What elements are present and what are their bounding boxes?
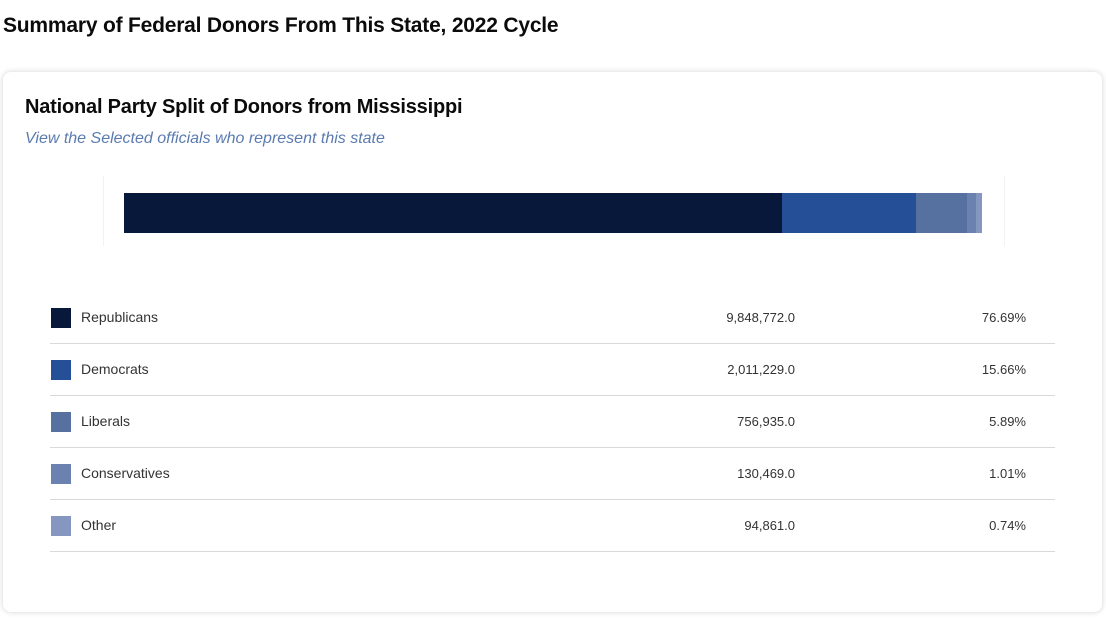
legend-percent: 0.74% <box>989 518 1026 533</box>
legend-swatch <box>51 308 71 328</box>
legend-label: Conservatives <box>81 465 170 481</box>
legend-row: Liberals 756,935.0 5.89% <box>50 396 1055 448</box>
legend-swatch <box>51 516 71 536</box>
legend-percent: 15.66% <box>981 362 1026 377</box>
legend-swatch <box>51 412 71 432</box>
legend-swatch <box>51 464 71 484</box>
legend-percent: 5.89% <box>989 414 1026 429</box>
legend-row: Republicans 9,848,772.0 76.69% <box>50 292 1055 344</box>
bar-segment-democrats[interactable] <box>782 193 917 233</box>
legend-amount: 94,861.0 <box>744 518 795 533</box>
legend-amount: 130,469.0 <box>737 466 795 481</box>
stacked-bar-chart <box>124 193 982 233</box>
legend-swatch <box>51 360 71 380</box>
legend-label: Republicans <box>81 309 159 325</box>
bar-segment-republicans[interactable] <box>124 193 782 233</box>
legend-table: Republicans 9,848,772.0 76.69% Democrats 2,0… <box>50 292 1055 552</box>
card-title: National Party Split of Donors from Miss… <box>25 96 463 118</box>
legend-row: Democrats 2,011,229.0 15.66% <box>50 344 1055 396</box>
legend-row: Conservatives 130,469.0 1.01% <box>50 448 1055 500</box>
page-title: Summary of Federal Donors From This Stat… <box>3 14 559 37</box>
legend-row: Other 94,861.0 0.74% <box>50 500 1055 552</box>
legend-label: Democrats <box>81 361 149 377</box>
legend-percent: 1.01% <box>989 466 1026 481</box>
legend-percent: 76.69% <box>981 310 1026 325</box>
chart-frame <box>103 176 1005 246</box>
party-split-card: National Party Split of Donors from Miss… <box>3 72 1102 612</box>
bar-segment-other[interactable] <box>975 193 982 233</box>
legend-label: Liberals <box>81 413 131 429</box>
legend-label: Other <box>81 517 117 533</box>
legend-amount: 9,848,772.0 <box>726 310 795 325</box>
bar-segment-conservatives[interactable] <box>966 193 976 233</box>
legend-amount: 2,011,229.0 <box>727 362 795 377</box>
view-officials-link[interactable]: View the Selected officials who represen… <box>25 130 385 147</box>
legend-amount: 756,935.0 <box>737 414 795 429</box>
bar-segment-liberals[interactable] <box>916 193 967 233</box>
